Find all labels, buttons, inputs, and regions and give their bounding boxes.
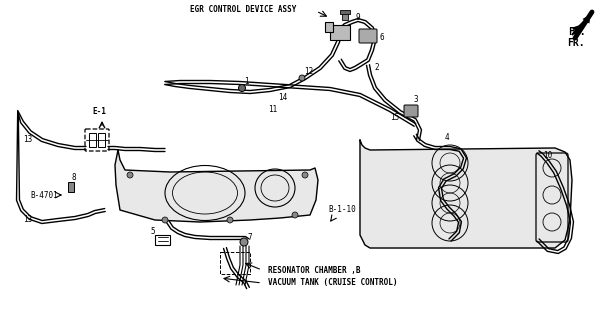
Text: 13: 13 [23, 215, 32, 225]
Text: E-1: E-1 [92, 108, 106, 116]
Text: 6: 6 [380, 34, 385, 43]
Text: B-1-10: B-1-10 [328, 205, 356, 214]
Bar [342, 12, 348, 20]
Text: 7: 7 [248, 233, 253, 242]
Circle shape [162, 217, 168, 223]
Text: 2: 2 [374, 63, 379, 73]
Bar [330, 25, 350, 40]
Circle shape [292, 212, 298, 218]
Text: 12: 12 [304, 68, 313, 76]
Text: 11: 11 [268, 106, 278, 115]
Text: RESONATOR CHAMBER ,B: RESONATOR CHAMBER ,B [268, 266, 361, 275]
Bar [89, 133, 96, 147]
FancyBboxPatch shape [359, 29, 377, 43]
Text: FR.: FR. [568, 27, 585, 37]
Text: EGR CONTROL DEVICE ASSY: EGR CONTROL DEVICE ASSY [190, 4, 296, 13]
Text: 1: 1 [244, 77, 248, 86]
Bar [340, 10, 350, 14]
Bar [155, 235, 170, 245]
Polygon shape [115, 150, 318, 222]
Text: FR.: FR. [567, 38, 585, 48]
Bar [325, 22, 333, 32]
Text: 5: 5 [150, 228, 155, 236]
FancyBboxPatch shape [404, 105, 418, 117]
Polygon shape [572, 15, 590, 35]
Bar [220, 252, 250, 274]
Bar [98, 133, 105, 147]
Circle shape [302, 172, 308, 178]
Text: B-4701: B-4701 [30, 190, 58, 199]
Text: 4: 4 [445, 133, 450, 142]
Text: 3: 3 [413, 95, 418, 105]
Text: 10: 10 [543, 150, 552, 159]
Circle shape [240, 238, 248, 246]
Text: VACUUM TANK (CRUISE CONTROL): VACUUM TANK (CRUISE CONTROL) [268, 278, 398, 287]
Text: 14: 14 [278, 92, 287, 101]
Circle shape [299, 75, 305, 81]
Bar [68, 182, 74, 192]
Text: 15: 15 [390, 114, 399, 123]
Circle shape [239, 84, 245, 92]
Polygon shape [360, 140, 572, 248]
Text: 8: 8 [72, 173, 76, 182]
Text: 9: 9 [355, 13, 359, 22]
Circle shape [127, 172, 133, 178]
Circle shape [227, 217, 233, 223]
Text: 13: 13 [23, 135, 32, 145]
